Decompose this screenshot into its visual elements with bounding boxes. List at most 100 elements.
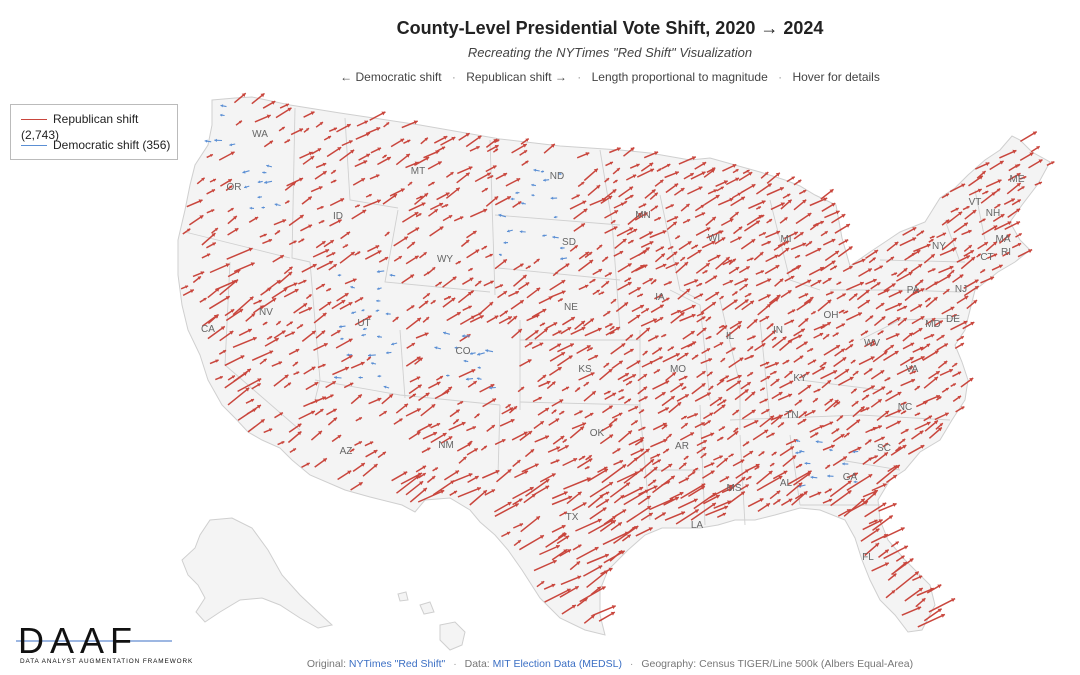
democratic-shift-arrow[interactable] [515,191,520,195]
republican-shift-arrow[interactable] [683,455,689,461]
republican-shift-arrow[interactable] [1006,182,1022,195]
republican-shift-arrow[interactable] [577,457,593,469]
republican-shift-arrow[interactable] [662,448,670,454]
republican-shift-arrow[interactable] [705,316,712,322]
republican-shift-arrow[interactable] [406,241,416,249]
republican-shift-arrow[interactable] [793,472,812,486]
republican-shift-arrow[interactable] [968,188,983,196]
republican-shift-arrow[interactable] [812,366,826,375]
republican-shift-arrow[interactable] [272,254,285,263]
republican-shift-arrow[interactable] [206,153,214,159]
republican-shift-arrow[interactable] [1030,145,1041,153]
republican-shift-arrow[interactable] [740,183,756,194]
republican-shift-arrow[interactable] [755,278,772,287]
republican-shift-arrow[interactable] [329,197,345,207]
republican-shift-arrow[interactable] [934,274,952,286]
republican-shift-arrow[interactable] [678,375,688,381]
republican-shift-arrow[interactable] [298,307,313,314]
democratic-shift-arrow[interactable] [367,353,376,357]
republican-shift-arrow[interactable] [696,439,708,447]
republican-shift-arrow[interactable] [909,370,917,375]
republican-shift-arrow[interactable] [226,247,253,260]
republican-shift-arrow[interactable] [742,169,750,175]
republican-shift-arrow[interactable] [842,265,853,273]
republican-shift-arrow[interactable] [703,462,715,469]
republican-shift-arrow[interactable] [834,223,851,234]
republican-shift-arrow[interactable] [406,342,416,349]
republican-shift-arrow[interactable] [941,387,950,393]
republican-shift-arrow[interactable] [759,315,770,323]
republican-shift-arrow[interactable] [613,459,624,466]
republican-shift-arrow[interactable] [865,278,877,285]
republican-shift-arrow[interactable] [837,245,853,258]
republican-shift-arrow[interactable] [605,326,621,336]
republican-shift-arrow[interactable] [779,445,795,457]
republican-shift-arrow[interactable] [725,347,736,355]
republican-shift-arrow[interactable] [774,278,784,287]
republican-shift-arrow[interactable] [713,341,724,349]
republican-shift-arrow[interactable] [809,432,819,439]
republican-shift-arrow[interactable] [415,212,422,218]
republican-shift-arrow[interactable] [647,479,657,487]
republican-shift-arrow[interactable] [914,385,921,391]
republican-shift-arrow[interactable] [317,363,326,369]
republican-shift-arrow[interactable] [890,540,900,548]
republican-shift-arrow[interactable] [584,327,602,337]
republican-shift-arrow[interactable] [865,249,879,260]
republican-shift-arrow[interactable] [284,200,290,205]
republican-shift-arrow[interactable] [293,302,308,314]
republican-shift-arrow[interactable] [809,491,822,498]
republican-shift-arrow[interactable] [956,295,969,304]
republican-shift-arrow[interactable] [466,230,477,239]
republican-shift-arrow[interactable] [314,408,324,416]
republican-shift-arrow[interactable] [831,427,840,435]
republican-shift-arrow[interactable] [315,330,326,339]
republican-shift-arrow[interactable] [824,250,840,262]
republican-shift-arrow[interactable] [312,248,330,258]
republican-shift-arrow[interactable] [651,346,663,355]
republican-shift-arrow[interactable] [735,468,750,479]
republican-shift-arrow[interactable] [344,278,357,285]
republican-shift-arrow[interactable] [781,498,793,506]
republican-shift-arrow[interactable] [728,266,740,275]
republican-shift-arrow[interactable] [352,462,366,473]
republican-shift-arrow[interactable] [956,255,971,263]
republican-shift-arrow[interactable] [916,230,925,237]
democratic-shift-arrow[interactable] [376,299,381,303]
republican-shift-arrow[interactable] [848,446,862,454]
republican-shift-arrow[interactable] [754,465,760,471]
republican-shift-arrow[interactable] [835,323,846,329]
republican-shift-arrow[interactable] [604,323,613,329]
republican-shift-arrow[interactable] [746,257,754,262]
republican-shift-arrow[interactable] [595,498,610,509]
republican-shift-arrow[interactable] [538,380,551,388]
republican-shift-arrow[interactable] [599,368,613,381]
republican-shift-arrow[interactable] [887,573,897,581]
republican-shift-arrow[interactable] [609,331,615,335]
republican-shift-arrow[interactable] [980,191,996,204]
republican-shift-arrow[interactable] [262,321,268,326]
republican-shift-arrow[interactable] [704,275,718,284]
republican-shift-arrow[interactable] [586,553,610,565]
republican-shift-arrow[interactable] [561,386,570,392]
republican-shift-arrow[interactable] [557,298,564,302]
republican-shift-arrow[interactable] [770,202,785,211]
republican-shift-arrow[interactable] [562,438,568,443]
republican-shift-arrow[interactable] [760,171,769,179]
republican-shift-arrow[interactable] [627,314,641,324]
republican-shift-arrow[interactable] [794,254,801,259]
republican-shift-arrow[interactable] [883,350,899,362]
republican-shift-arrow[interactable] [218,151,235,161]
republican-shift-arrow[interactable] [695,262,711,274]
republican-shift-arrow[interactable] [870,369,885,380]
republican-shift-arrow[interactable] [985,241,998,252]
republican-shift-arrow[interactable] [537,407,550,416]
republican-shift-arrow[interactable] [878,502,897,512]
republican-shift-arrow[interactable] [403,139,411,144]
republican-shift-arrow[interactable] [494,195,512,206]
republican-shift-arrow[interactable] [457,400,464,406]
republican-shift-arrow[interactable] [660,333,667,338]
republican-shift-arrow[interactable] [364,441,374,447]
republican-shift-arrow[interactable] [487,175,494,180]
republican-shift-arrow[interactable] [569,200,587,210]
